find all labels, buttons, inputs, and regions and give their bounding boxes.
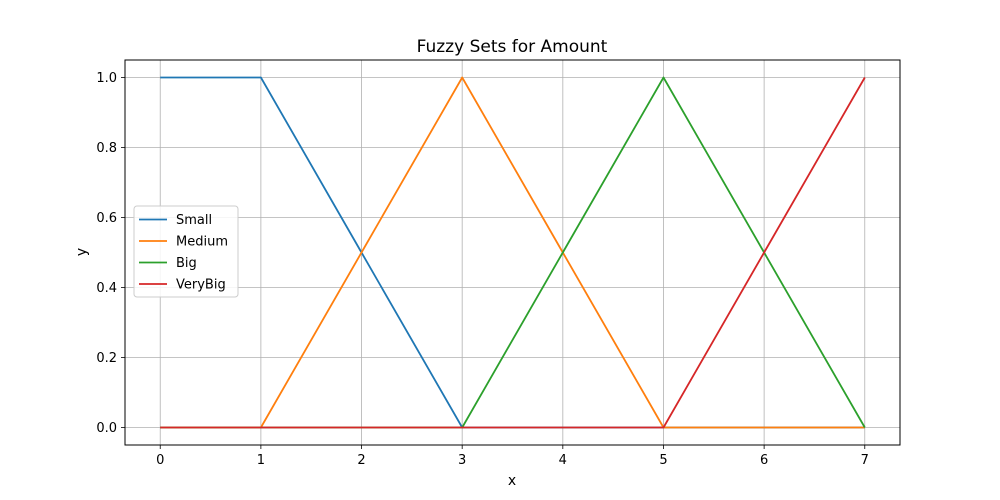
y-tick-label: 0.2 [96,351,117,366]
x-tick-label: 2 [357,453,365,468]
legend-label-big: Big [176,256,197,271]
series-lines [160,76,866,429]
x-axis-label: x [508,473,516,489]
legend-label-small: Small [176,213,212,228]
x-tick-label: 1 [257,453,265,468]
legend-box [133,205,239,298]
y-axis-label: y [74,248,90,256]
y-tick-label: 0.4 [96,281,117,296]
legend-label-verybig: VeryBig [176,278,226,293]
legend: Small Medium Big VeryBig [133,205,239,298]
series-line-verybig [160,77,866,429]
x-tick-label: 3 [458,453,466,468]
series-line-medium [160,76,865,429]
x-tick-label: 0 [156,453,164,468]
axis-ticks: 0 1 2 3 4 5 6 7 0.0 0.2 0.4 0.6 0.8 1.0 [96,71,869,468]
x-tick-label: 5 [659,453,667,468]
x-tick-label: 6 [760,453,768,468]
chart-title: Fuzzy Sets for Amount [417,37,608,57]
legend-label-medium: Medium [176,235,228,250]
y-tick-label: 0.6 [96,211,117,226]
x-tick-label: 4 [559,453,567,468]
y-tick-label: 0.0 [96,421,117,436]
x-tick-label: 7 [861,453,869,468]
y-tick-label: 0.8 [96,141,117,156]
y-tick-label: 1.0 [96,71,117,86]
plot-frame [124,59,901,446]
